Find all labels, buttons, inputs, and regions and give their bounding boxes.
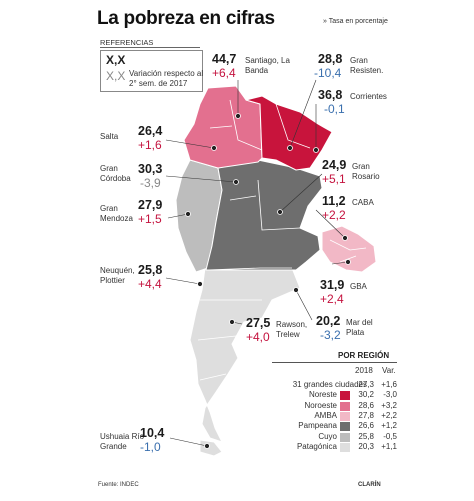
region-value: 30,2 xyxy=(358,390,374,400)
city-corrientes-name: Corrientes xyxy=(350,92,387,101)
city-corrientes-change: -0,1 xyxy=(324,102,345,116)
city-cordoba-value: 30,3 xyxy=(138,162,163,176)
city-corrientes-value: 36,8 xyxy=(318,88,343,102)
unit-note: » Tasa en porcentaje xyxy=(323,18,388,25)
region-name: Noroeste xyxy=(304,400,337,410)
city-neuquen-change: +4,4 xyxy=(138,277,162,291)
region-swatch xyxy=(340,442,350,452)
city-santiago-change: +6,4 xyxy=(212,66,236,80)
city-mendoza-name: Gran Mendoza xyxy=(100,204,133,223)
region-row: Noreste 30,2 -3,0 xyxy=(272,390,397,401)
city-resistencia-value: 28,8 xyxy=(318,52,343,66)
region-row: Noroeste 28,6 +3,2 xyxy=(272,401,397,412)
region-table-heading: POR REGIÓN xyxy=(338,351,390,360)
city-caba-value: 11,2 xyxy=(322,194,346,208)
region-table-rule xyxy=(272,362,397,363)
city-rawson-name: Rawson, Trelew xyxy=(276,320,308,339)
city-salta-name: Salta xyxy=(100,132,119,141)
region-row: Cuyo 25,8 -0,5 xyxy=(272,432,397,443)
region-row: Pampeana 26,6 +1,2 xyxy=(272,421,397,432)
region-var: +1,2 xyxy=(381,421,397,431)
city-ushuaia-change: -1,0 xyxy=(140,440,161,454)
legend-box xyxy=(100,50,203,92)
city-resistencia-change: -10,4 xyxy=(314,66,342,80)
city-resistencia-name: Gran Resisten. xyxy=(350,56,384,75)
page-title: La pobreza en cifras xyxy=(97,8,275,29)
legend-change-sample: X,X xyxy=(106,69,126,83)
region-value: 25,8 xyxy=(358,431,374,441)
region-patagonica xyxy=(189,267,301,443)
region-value: 27,8 xyxy=(358,410,374,420)
region-row: AMBA 27,8 +2,2 xyxy=(272,411,397,422)
region-name: 31 grandes ciudades xyxy=(292,380,367,389)
city-rosario-name: Gran Rosario xyxy=(352,162,380,181)
region-swatch xyxy=(340,411,350,421)
region-name: Pampeana xyxy=(298,421,337,431)
credit-logo: CLARÍN xyxy=(358,482,381,488)
region-row: Patagónica 20,3 +1,1 xyxy=(272,442,397,453)
city-rawson-value: 27,5 xyxy=(246,316,271,330)
region-value: 20,3 xyxy=(358,441,374,451)
city-gba-name: GBA xyxy=(350,282,367,291)
city-mardelplata-value: 20,2 xyxy=(316,314,341,328)
city-caba-change: +2,2 xyxy=(322,208,346,222)
city-neuquen-value: 25,8 xyxy=(138,263,163,277)
city-gba-value: 31,9 xyxy=(320,278,345,292)
city-cordoba-name: Gran Córdoba xyxy=(100,164,131,183)
region-swatch xyxy=(340,432,350,442)
city-rosario-value: 24,9 xyxy=(322,158,347,172)
city-mardelplata-change: -3,2 xyxy=(320,328,341,342)
region-swatch xyxy=(340,391,350,401)
city-caba-name: CABA xyxy=(352,198,374,207)
region-name: Cuyo xyxy=(318,431,337,441)
source-note: Fuente: INDEC xyxy=(98,482,139,488)
region-var: +1,1 xyxy=(381,441,397,451)
city-ushuaia-name: Ushuaia Río Grande xyxy=(100,432,145,451)
city-salta-value: 26,4 xyxy=(138,124,163,138)
city-santiago-value: 44,7 xyxy=(212,52,237,66)
city-rawson-change: +4,0 xyxy=(246,330,270,344)
region-value: 27,3 xyxy=(358,380,374,389)
legend-rule xyxy=(100,47,200,48)
city-gba-change: +2,4 xyxy=(320,292,344,306)
region-var: -3,0 xyxy=(383,390,397,400)
region-col-year: 2018 xyxy=(355,366,373,375)
region-amba xyxy=(321,225,377,273)
city-mardelplata-name: Mar del Plata xyxy=(346,318,373,337)
city-mendoza-change: +1,5 xyxy=(138,212,162,226)
region-row: 31 grandes ciudades 27,3 +1,6 xyxy=(272,380,397,391)
region-value: 26,6 xyxy=(358,421,374,431)
region-pampeana xyxy=(205,159,323,271)
city-salta-change: +1,6 xyxy=(138,138,162,152)
city-santiago-name: Santiago, La Banda xyxy=(245,56,290,75)
region-swatch xyxy=(340,401,350,411)
city-cordoba-change: -3,9 xyxy=(140,176,161,190)
region-var: -0,5 xyxy=(383,431,397,441)
legend-change-description: Variación respecto al 2° sem. de 2017 xyxy=(129,69,204,88)
region-var: +2,2 xyxy=(381,410,397,420)
region-name: Noreste xyxy=(308,390,337,400)
region-swatch xyxy=(340,422,350,432)
legend-value-sample: X,X xyxy=(106,53,126,67)
region-var: +3,2 xyxy=(381,400,397,410)
region-name: Patagónica xyxy=(296,441,337,451)
city-neuquen-name: Neuquén, Plottier xyxy=(100,266,135,285)
region-col-var: Var. xyxy=(382,366,396,375)
region-tierra-del-fuego xyxy=(199,439,223,457)
city-ushuaia-value: 10,4 xyxy=(140,426,165,440)
region-value: 28,6 xyxy=(358,400,374,410)
legend-heading: REFERENCIAS xyxy=(100,38,154,47)
city-mendoza-value: 27,9 xyxy=(138,198,163,212)
region-name: AMBA xyxy=(314,410,337,420)
region-var: +1,6 xyxy=(381,380,397,389)
city-rosario-change: +5,1 xyxy=(322,172,346,186)
